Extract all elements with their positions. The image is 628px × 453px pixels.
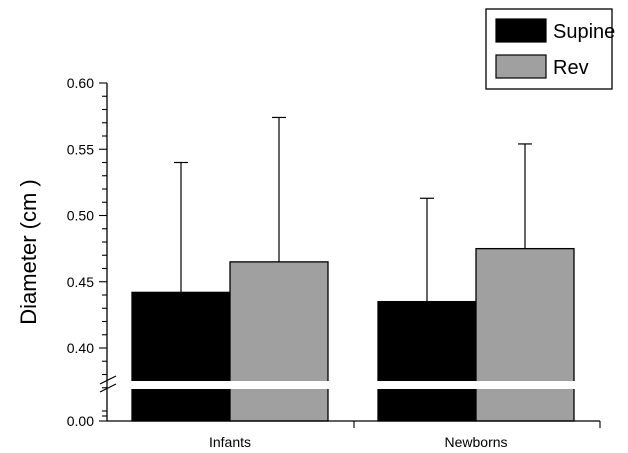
error-bars-layer (174, 116, 532, 302)
y-tick-label: 0.00 (67, 413, 94, 429)
axis-break (99, 375, 602, 393)
bar-rev-infants (229, 261, 329, 422)
bar-rev-newborns (475, 247, 575, 422)
x-ticks: Infants Newborns (209, 421, 601, 450)
legend-swatch-rev (495, 54, 547, 79)
y-tick-label: 0.55 (67, 141, 94, 157)
legend-items: Supine Rev (495, 18, 615, 79)
legend-label-rev: Rev (553, 57, 589, 79)
y-tick-label: 0.45 (67, 274, 94, 290)
legend-swatch-supine (495, 18, 547, 43)
axis-break-band (108, 381, 602, 389)
y-tick-label: 0.50 (67, 208, 94, 224)
axis-break-slash-1 (99, 375, 117, 385)
legend: Supine Rev (485, 8, 615, 90)
x-category-label-newborns: Newborns (444, 434, 507, 450)
y-tick-label: 0.60 (67, 75, 94, 91)
bar-supine-newborns (377, 300, 477, 422)
x-category-label-infants: Infants (209, 434, 251, 450)
axis-break-slash-2 (99, 383, 117, 393)
y-tick-label: 0.40 (67, 340, 94, 356)
y-axis-title: Diameter (cm ) (16, 179, 41, 324)
bars-layer (131, 247, 575, 422)
legend-label-supine: Supine (553, 21, 615, 43)
bar-supine-infants (131, 291, 231, 422)
y-ticks: 0.40 0.45 0.50 0.55 0.60 0.00 (67, 75, 107, 429)
